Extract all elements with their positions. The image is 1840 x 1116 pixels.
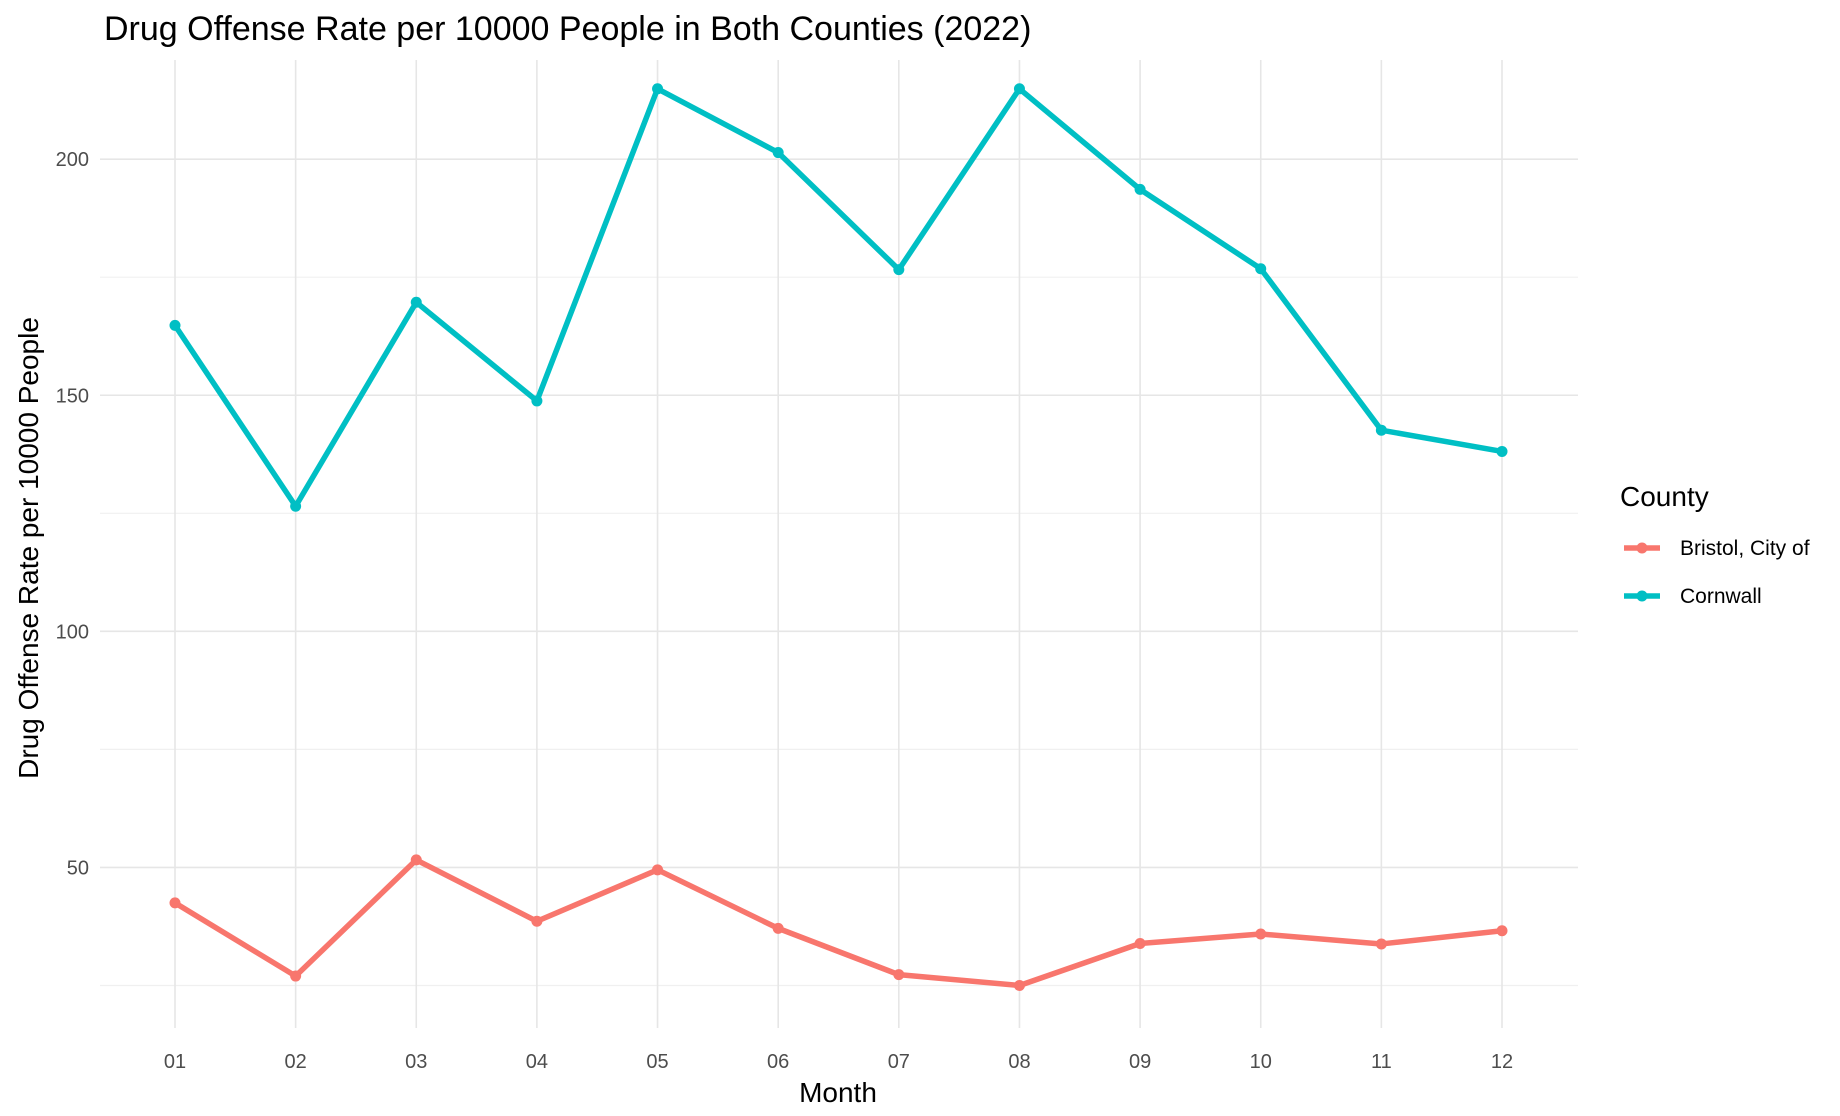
x-axis-title: Month bbox=[799, 1077, 877, 1108]
data-point-bristol-city-of bbox=[169, 897, 181, 909]
x-tick-label: 09 bbox=[1129, 1051, 1151, 1073]
y-tick-label: 150 bbox=[56, 385, 89, 407]
data-point-cornwall bbox=[1375, 424, 1387, 436]
x-tick-label: 08 bbox=[1008, 1051, 1030, 1073]
data-point-cornwall bbox=[169, 319, 181, 331]
x-tick-label: 07 bbox=[888, 1051, 910, 1073]
legend-key-point bbox=[1636, 542, 1648, 554]
x-tick-label: 12 bbox=[1491, 1051, 1513, 1073]
data-point-bristol-city-of bbox=[893, 969, 905, 981]
series-line-cornwall bbox=[172, 86, 1505, 509]
data-point-cornwall bbox=[652, 83, 664, 95]
y-axis-title: Drug Offense Rate per 10000 People bbox=[13, 317, 44, 779]
data-point-cornwall bbox=[410, 296, 422, 308]
series-lines bbox=[169, 83, 1508, 992]
data-point-cornwall bbox=[290, 500, 302, 512]
y-tick-label: 100 bbox=[56, 621, 89, 643]
data-point-bristol-city-of bbox=[1255, 928, 1267, 940]
y-axis-tick-labels: 50 100 150 200 bbox=[56, 149, 89, 879]
x-tick-label: 11 bbox=[1371, 1051, 1392, 1073]
legend-title: County bbox=[1620, 481, 1709, 512]
data-point-bristol-city-of bbox=[410, 854, 422, 866]
data-point-cornwall bbox=[772, 147, 784, 159]
series-cornwall bbox=[169, 83, 1508, 512]
x-tick-label: 05 bbox=[646, 1051, 668, 1073]
chart-title: Drug Offense Rate per 10000 People in Bo… bbox=[104, 10, 1031, 48]
legend-label: Cornwall bbox=[1680, 585, 1762, 608]
legend-item-cornwall: Cornwall bbox=[1624, 585, 1762, 608]
x-tick-label: 01 bbox=[164, 1051, 186, 1073]
series-bristol-city-of bbox=[169, 854, 1508, 992]
x-tick-label: 04 bbox=[526, 1051, 548, 1073]
data-point-bristol-city-of bbox=[1375, 938, 1387, 950]
data-point-cornwall bbox=[1134, 183, 1146, 195]
x-axis-tick-labels: 01 02 03 04 05 06 07 08 09 10 11 12 bbox=[164, 1051, 1513, 1073]
data-point-cornwall bbox=[1013, 83, 1025, 95]
grid-lines bbox=[100, 60, 1578, 1028]
data-point-bristol-city-of bbox=[652, 864, 664, 876]
x-tick-label: 06 bbox=[767, 1051, 789, 1073]
data-point-cornwall bbox=[1496, 445, 1508, 457]
legend-label: Bristol, City of bbox=[1680, 537, 1810, 560]
data-point-bristol-city-of bbox=[1013, 980, 1025, 992]
y-tick-label: 50 bbox=[67, 857, 89, 879]
legend-item-bristol-city-of: Bristol, City of bbox=[1624, 537, 1810, 560]
y-tick-label: 200 bbox=[56, 149, 89, 171]
data-point-bristol-city-of bbox=[772, 922, 784, 934]
x-tick-label: 03 bbox=[405, 1051, 427, 1073]
legend-key-point bbox=[1636, 590, 1648, 602]
data-point-bristol-city-of bbox=[531, 915, 543, 927]
legend: County Bristol, City of Cornwall bbox=[1620, 481, 1810, 608]
series-line-bristol-city-of bbox=[172, 857, 1505, 989]
data-point-bristol-city-of bbox=[1134, 937, 1146, 949]
data-point-bristol-city-of bbox=[290, 970, 302, 982]
data-point-cornwall bbox=[531, 395, 543, 407]
data-point-bristol-city-of bbox=[1496, 925, 1508, 937]
data-point-cornwall bbox=[1255, 263, 1267, 275]
data-point-cornwall bbox=[893, 264, 905, 276]
x-tick-label: 02 bbox=[285, 1051, 307, 1073]
x-tick-label: 10 bbox=[1250, 1051, 1272, 1073]
